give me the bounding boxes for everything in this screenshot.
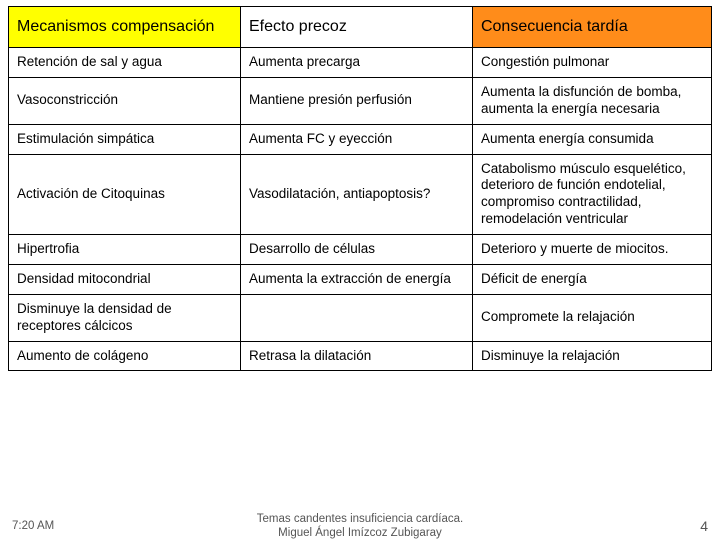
slide-footer: 7:20 AM Temas candentes insuficiencia ca… xyxy=(0,518,720,534)
footer-center-line1: Temas candentes insuficiencia cardíaca. xyxy=(257,513,463,525)
table-cell: Densidad mitocondrial xyxy=(9,264,241,294)
table-cell: Vasoconstricción xyxy=(9,77,241,124)
table-cell: Retrasa la dilatación xyxy=(240,341,472,371)
compensation-table: Mecanismos compensación Efecto precoz Co… xyxy=(8,6,712,371)
table-cell: Déficit de energía xyxy=(472,264,711,294)
table-row: Retención de sal y aguaAumenta precargaC… xyxy=(9,48,712,78)
table-row: Aumento de colágenoRetrasa la dilatación… xyxy=(9,341,712,371)
table-cell xyxy=(240,294,472,341)
table-cell: Mantiene presión perfusión xyxy=(240,77,472,124)
table-cell: Aumenta la disfunción de bomba, aumenta … xyxy=(472,77,711,124)
table-cell: Disminuye la densidad de receptores cálc… xyxy=(9,294,241,341)
table-cell: Compromete la relajación xyxy=(472,294,711,341)
table-row: Disminuye la densidad de receptores cálc… xyxy=(9,294,712,341)
table-cell: Deterioro y muerte de miocitos. xyxy=(472,235,711,265)
table-cell: Aumenta precarga xyxy=(240,48,472,78)
table-cell: Activación de Citoquinas xyxy=(9,154,241,235)
table-cell: Retención de sal y agua xyxy=(9,48,241,78)
table-cell: Vasodilatación, antiapoptosis? xyxy=(240,154,472,235)
table-cell: Aumenta la extracción de energía xyxy=(240,264,472,294)
table-cell: Disminuye la relajación xyxy=(472,341,711,371)
table-row: Densidad mitocondrialAumenta la extracci… xyxy=(9,264,712,294)
footer-center: Temas candentes insuficiencia cardíaca. … xyxy=(257,512,463,540)
footer-time: 7:20 AM xyxy=(12,520,54,532)
footer-page-number: 4 xyxy=(700,518,708,534)
table-cell: Aumenta energía consumida xyxy=(472,124,711,154)
footer-center-line2: Miguel Ángel Imízcoz Zubigaray xyxy=(278,527,442,539)
col-header-2: Consecuencia tardía xyxy=(472,7,711,48)
table-cell: Estimulación simpática xyxy=(9,124,241,154)
col-header-0: Mecanismos compensación xyxy=(9,7,241,48)
table-row: VasoconstricciónMantiene presión perfusi… xyxy=(9,77,712,124)
table-cell: Catabolismo músculo esquelético, deterio… xyxy=(472,154,711,235)
table-body: Retención de sal y aguaAumenta precargaC… xyxy=(9,48,712,371)
table-row: Estimulación simpáticaAumenta FC y eyecc… xyxy=(9,124,712,154)
table-container: Mecanismos compensación Efecto precoz Co… xyxy=(0,0,720,371)
table-cell: Aumento de colágeno xyxy=(9,341,241,371)
col-header-1: Efecto precoz xyxy=(240,7,472,48)
table-cell: Aumenta FC y eyección xyxy=(240,124,472,154)
table-header-row: Mecanismos compensación Efecto precoz Co… xyxy=(9,7,712,48)
table-cell: Desarrollo de células xyxy=(240,235,472,265)
table-row: HipertrofiaDesarrollo de célulasDeterior… xyxy=(9,235,712,265)
table-cell: Hipertrofia xyxy=(9,235,241,265)
table-cell: Congestión pulmonar xyxy=(472,48,711,78)
table-row: Activación de CitoquinasVasodilatación, … xyxy=(9,154,712,235)
